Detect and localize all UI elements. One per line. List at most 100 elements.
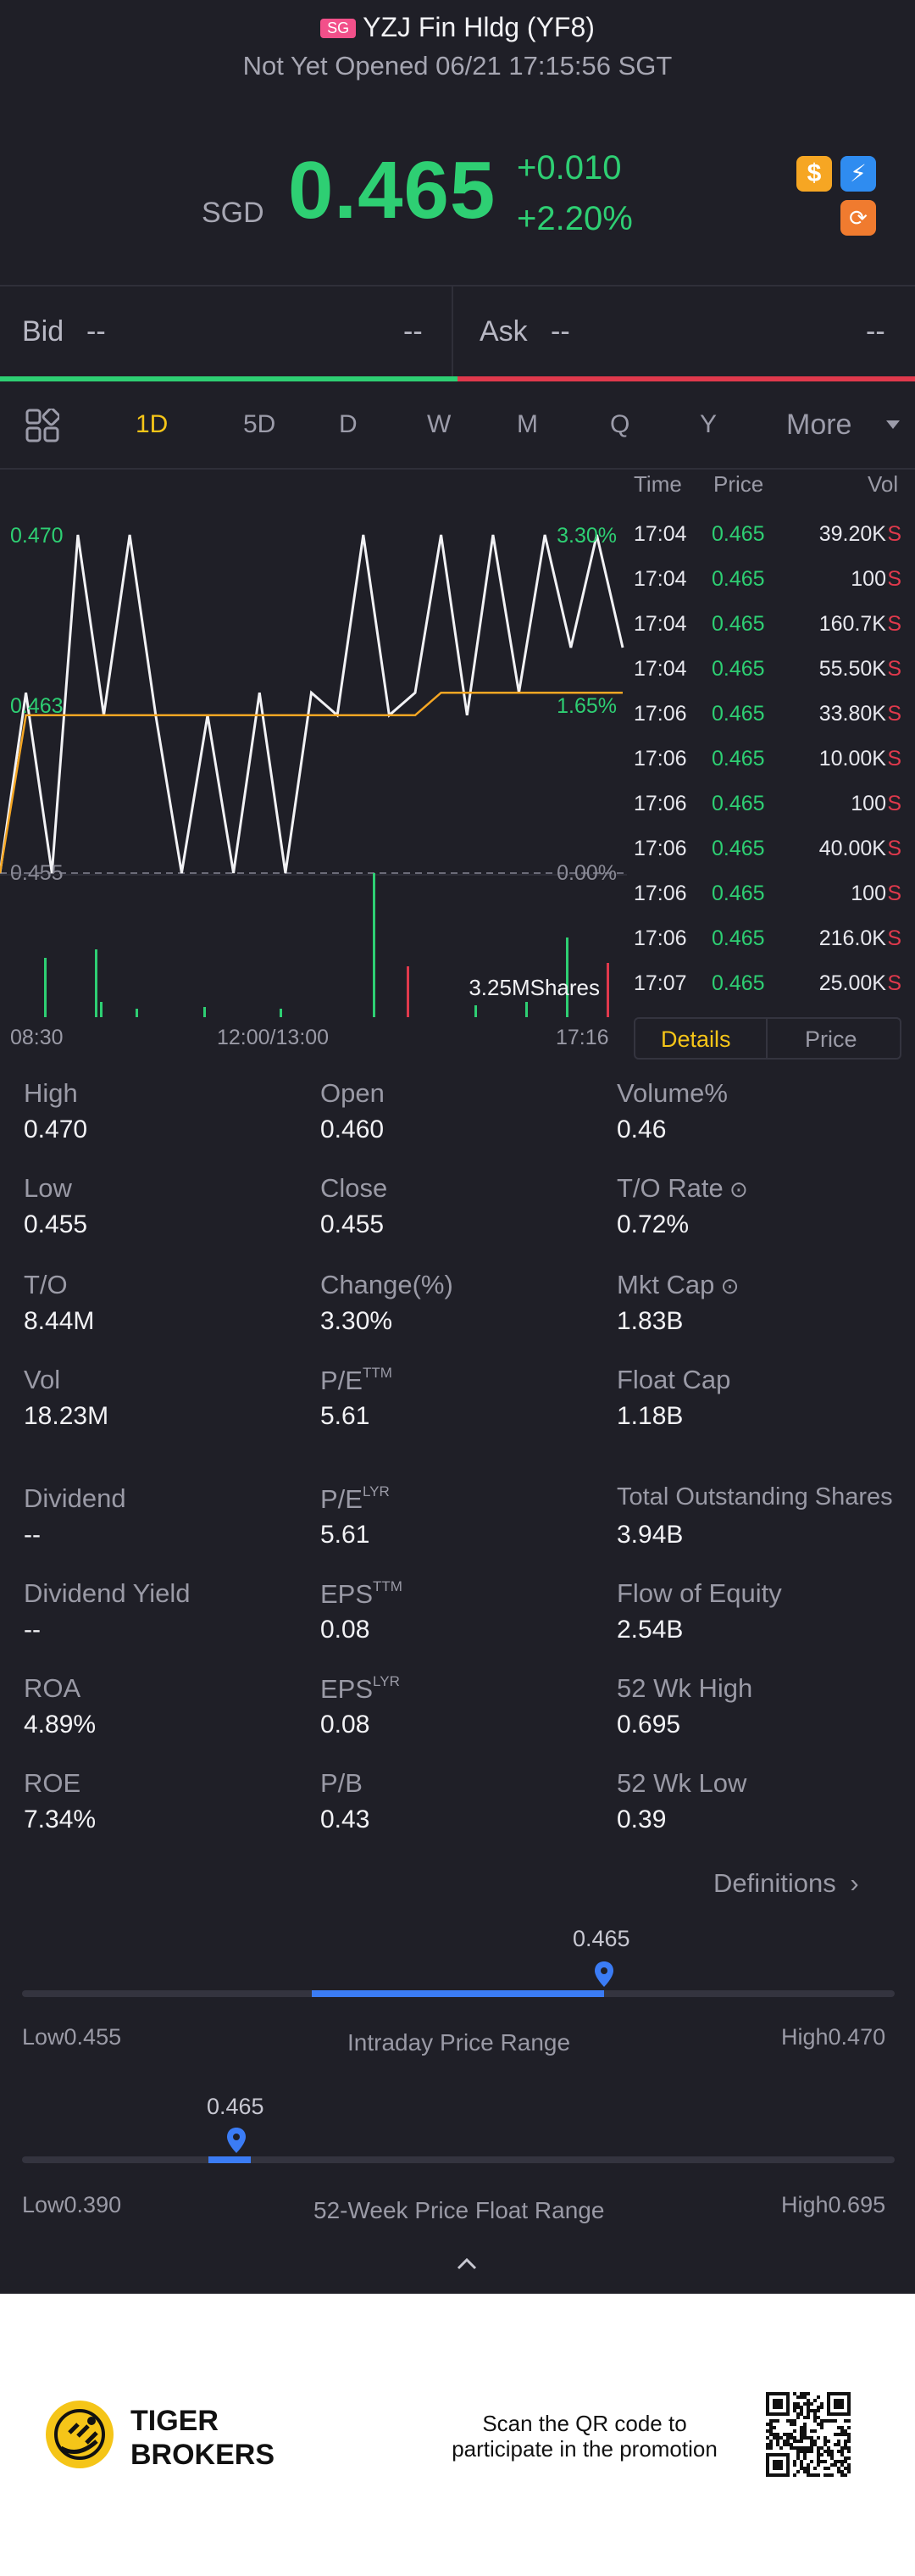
stat-label: 52 Wk High xyxy=(617,1673,752,1704)
qr-module xyxy=(807,2409,810,2412)
qr-module xyxy=(830,2450,834,2453)
qr-module xyxy=(769,2426,773,2429)
trade-row: 17:06 0.465 40.00K S xyxy=(634,837,901,882)
qr-module xyxy=(803,2436,807,2440)
trade-volume: 40.00K xyxy=(818,837,886,860)
qr-module xyxy=(793,2460,796,2463)
qr-module xyxy=(803,2395,807,2399)
qr-module xyxy=(834,2399,844,2409)
volume-bar xyxy=(280,1009,282,1017)
qr-module xyxy=(844,2446,847,2450)
qr-module xyxy=(817,2446,820,2450)
definitions-link[interactable]: Definitions › xyxy=(713,1868,859,1899)
qr-module xyxy=(837,2470,840,2473)
dollar-icon[interactable]: $ xyxy=(796,156,832,192)
y-axis-label-low: 0.455 xyxy=(10,861,64,885)
tab-more[interactable]: More xyxy=(786,409,852,441)
tab-day[interactable]: D xyxy=(339,410,358,438)
qr-module xyxy=(817,2395,820,2399)
qr-module xyxy=(769,2443,773,2446)
trade-price: 0.465 xyxy=(712,657,765,681)
tab-1d[interactable]: 1D xyxy=(136,410,169,438)
stat-value: 5.61 xyxy=(320,1402,370,1430)
qr-module xyxy=(796,2450,800,2453)
trade-side: S xyxy=(887,837,901,860)
qr-module xyxy=(840,2450,844,2453)
qr-module xyxy=(847,2419,851,2423)
chevron-down-icon[interactable] xyxy=(886,420,900,429)
qr-module xyxy=(837,2443,840,2446)
volume-bar xyxy=(607,963,609,1017)
qr-module xyxy=(803,2392,807,2395)
week52-high: High0.695 xyxy=(781,2192,885,2218)
trade-price: 0.465 xyxy=(712,522,765,546)
tab-quarter[interactable]: Q xyxy=(610,410,630,438)
week52-low: Low0.390 xyxy=(22,2192,121,2218)
qr-module xyxy=(824,2419,827,2423)
ask-size: -- xyxy=(866,315,885,348)
qr-module xyxy=(837,2460,840,2463)
stat-value: 2.54B xyxy=(617,1616,684,1644)
trade-side: S xyxy=(887,926,901,950)
qr-module xyxy=(800,2426,803,2429)
tab-5d[interactable]: 5D xyxy=(243,410,276,438)
volume-bar xyxy=(100,1002,103,1017)
ask-price: -- xyxy=(551,315,570,348)
info-icon[interactable]: ⊙ xyxy=(714,1273,740,1299)
trade-row: 17:04 0.465 39.20K S xyxy=(634,522,901,567)
qr-module xyxy=(783,2443,786,2446)
volume-bar xyxy=(136,1009,138,1017)
qr-code-icon[interactable] xyxy=(766,2392,851,2477)
qr-module xyxy=(800,2412,803,2416)
tab-week[interactable]: W xyxy=(427,410,452,438)
qr-module xyxy=(817,2406,820,2409)
ask-label: Ask xyxy=(480,315,528,348)
stat-label: Flow of Equity xyxy=(617,1578,782,1609)
refresh-icon[interactable]: ⟳ xyxy=(840,200,876,236)
trade-time: 17:06 xyxy=(634,792,687,815)
trade-time: 17:06 xyxy=(634,882,687,905)
qr-module xyxy=(837,2440,840,2443)
qr-module xyxy=(800,2460,803,2463)
x-axis-label-end: 17:16 xyxy=(556,1026,609,1049)
tab-year[interactable]: Y xyxy=(700,410,718,438)
x-axis-label-start: 08:30 xyxy=(10,1026,64,1049)
qr-module xyxy=(803,2402,807,2406)
qr-module xyxy=(800,2409,803,2412)
qr-module xyxy=(817,2460,820,2463)
layout-grid-icon[interactable] xyxy=(25,407,61,442)
stat-label: EPSTTM xyxy=(320,1578,402,1610)
qr-module xyxy=(834,2433,837,2436)
week52-range-fill xyxy=(208,2156,252,2163)
intraday-chart[interactable]: 0.470 0.463 0.455 3.30% 1.65% 0.00% 3.25… xyxy=(0,471,627,1022)
week52-low-label: Low xyxy=(22,2192,64,2217)
stat-label: P/ETTM xyxy=(320,1365,392,1396)
tab-details[interactable]: Details xyxy=(661,1027,731,1052)
qr-module xyxy=(796,2440,800,2443)
qr-module xyxy=(834,2443,837,2446)
trade-volume: 33.80K xyxy=(818,702,886,726)
divider xyxy=(452,287,453,378)
qr-module xyxy=(786,2443,790,2446)
qr-module xyxy=(827,2467,830,2470)
tab-month[interactable]: M xyxy=(517,410,538,438)
ts-tab-group xyxy=(634,1017,901,1060)
trade-time: 17:04 xyxy=(634,567,687,591)
volume-bar xyxy=(44,958,47,1017)
chevron-up-icon[interactable] xyxy=(454,2251,480,2277)
promo-text: Scan the QR code to participate in the p… xyxy=(441,2411,729,2462)
trade-price: 0.465 xyxy=(712,702,765,726)
qr-module xyxy=(803,2467,807,2470)
qr-module xyxy=(824,2467,827,2470)
stat-value: 1.18B xyxy=(617,1402,684,1430)
stat-label: High xyxy=(24,1078,78,1109)
trade-side: S xyxy=(887,522,901,546)
tab-price[interactable]: Price xyxy=(805,1027,857,1052)
week52-high-value: 0.695 xyxy=(828,2192,886,2217)
chevron-right-icon: › xyxy=(850,1868,859,1898)
info-icon[interactable]: ⊙ xyxy=(723,1177,748,1202)
qr-module xyxy=(813,2467,817,2470)
bid-label: Bid xyxy=(22,315,64,348)
lightning-icon[interactable]: ⚡ xyxy=(840,156,876,192)
qr-module xyxy=(840,2460,844,2463)
